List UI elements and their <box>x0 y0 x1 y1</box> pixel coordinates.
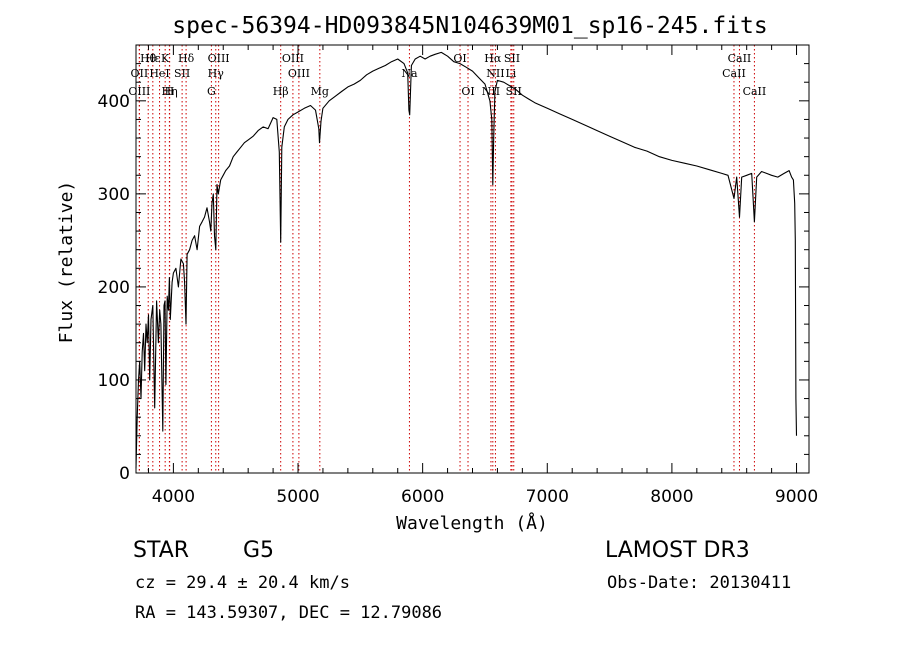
x-tick-label-4000: 4000 <box>152 487 195 507</box>
line-label-1: OII <box>131 67 149 80</box>
line-label-15: OIII <box>288 67 310 80</box>
line-label-18: OI <box>453 52 466 65</box>
line-label-16: Mg <box>311 85 329 98</box>
line-label-20: Hα <box>484 52 502 65</box>
y-axis-label: Flux (relative) <box>56 181 77 344</box>
y-tick-label-100: 100 <box>98 371 130 391</box>
line-label-2: OIII <box>128 85 150 98</box>
line-label-9: Hδ <box>178 52 195 65</box>
y-axis: 0 100 200 300 400 <box>98 63 809 484</box>
line-label-13: Hβ <box>273 85 289 98</box>
line-label-17: Na <box>401 67 418 80</box>
survey-name: LAMOST DR3 <box>605 538 750 563</box>
line-label-26: CaII <box>728 52 752 65</box>
line-label-23: Li <box>505 67 516 80</box>
line-label-7: SII <box>174 67 190 80</box>
chart-title: spec-56394-HD093845N104639M01_sp16-245.f… <box>172 13 767 39</box>
line-label-4: HeI <box>149 67 169 80</box>
x-axis: 4000 5000 6000 7000 8000 9000 <box>147 45 818 507</box>
line-label-5: Hη <box>162 85 178 98</box>
object-type: STAR <box>133 538 190 563</box>
line-label-11: Hγ <box>208 67 225 80</box>
x-axis-label: Wavelength (Å) <box>396 512 548 534</box>
line-label-27: CaII <box>722 67 746 80</box>
line-label-0: Hθ <box>140 52 157 65</box>
line-label-3: Hε <box>145 52 161 65</box>
line-label-21: SII <box>504 52 520 65</box>
y-tick-label-0: 0 <box>119 464 130 484</box>
y-tick-label-400: 400 <box>98 92 130 112</box>
x-tick-label-9000: 9000 <box>775 487 818 507</box>
spectral-line-labels: Hθ OII OIII Hε HeI Hη K SII H Hδ OIII Hγ G Hβ OIII OIII… <box>128 52 766 98</box>
spectral-subclass: G5 <box>243 538 275 563</box>
line-label-24: NII <box>482 85 500 98</box>
line-label-25: SII <box>506 85 522 98</box>
line-label-28: CaII <box>743 85 767 98</box>
spectral-line-markers <box>138 45 755 473</box>
observation-date: Obs-Date: 20130411 <box>607 573 792 593</box>
line-label-10: OIII <box>208 52 230 65</box>
line-label-14: OIII <box>282 52 304 65</box>
x-tick-label-8000: 8000 <box>650 487 693 507</box>
line-label-6: K <box>161 52 170 65</box>
y-tick-label-300: 300 <box>98 185 130 205</box>
line-label-19: OI <box>461 85 474 98</box>
y-tick-label-200: 200 <box>98 278 130 298</box>
ra-dec-coordinates: RA = 143.59307, DEC = 12.79086 <box>135 603 443 623</box>
redshift-velocity: cz = 29.4 ± 20.4 km/s <box>135 573 350 593</box>
x-tick-label-5000: 5000 <box>276 487 319 507</box>
x-tick-label-6000: 6000 <box>401 487 444 507</box>
line-label-12: G <box>207 85 216 98</box>
flux-series-line <box>135 51 798 469</box>
x-tick-label-7000: 7000 <box>526 487 569 507</box>
line-label-22: NII <box>486 67 504 80</box>
line-label-8: H <box>165 85 175 98</box>
plot-frame <box>135 44 810 474</box>
